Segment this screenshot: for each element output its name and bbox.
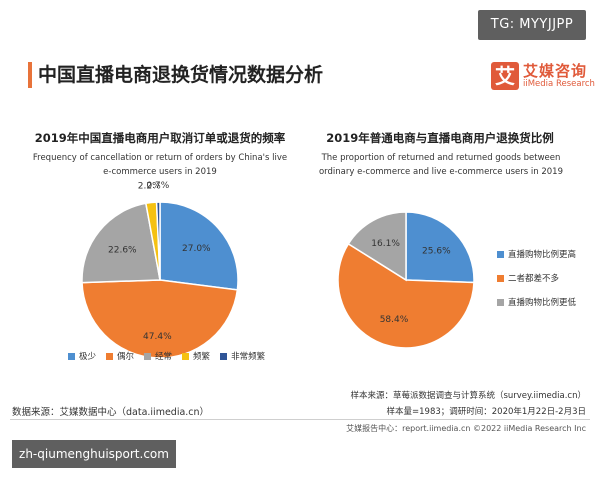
footer-divider [10,419,590,420]
chart1-slice-1 [81,279,239,359]
legend-swatch-icon [68,352,75,360]
report-footer: 艾媒报告中心：report.iimedia.cn ©2022 iiMedia R… [346,424,586,433]
chart1-legend-item: 频繁 [182,350,210,362]
chart2-legend-item: 直播购物比例更低 [497,296,576,308]
legend-label: 极少 [79,352,97,362]
chart1-label-0: 27.0% [182,244,211,254]
sample-source: 样本来源：草莓派数据调查与计算系统（survey.iimedia.cn） [350,391,586,401]
chart1-slice-0 [159,201,239,291]
chart1-slice-2 [81,202,161,284]
chart1-legend-item: 经常 [144,350,172,362]
chart1-label-2: 22.6% [108,246,137,256]
page-title: 中国直播电商退换货情况数据分析 [38,64,324,86]
legend-swatch-icon [497,298,504,306]
chart1-legend-item: 极少 [68,350,96,362]
chart2-slice-2 [347,211,407,282]
legend-swatch-icon [182,352,190,360]
chart2-legend-item: 直播购物比例更高 [497,248,576,260]
watermark-tag: TG: MYYJJPP [478,10,586,40]
title-accent-bar [28,62,32,88]
legend-label: 频繁 [193,352,211,362]
chart2-label-2: 16.1% [371,239,400,249]
legend-label: 非常频繁 [231,352,266,362]
legend-label: 直播购物比例更低 [508,298,577,308]
chart2-legend-item: 二者都差不多 [497,272,576,284]
legend-swatch-icon [220,352,228,360]
chart2-pie: 25.6% 58.4% 16.1% [337,211,475,349]
chart1-subtitle: Frequency of cancellation or return of o… [32,153,288,177]
legend-swatch-icon [497,250,504,258]
chart1-title: 2019年中国直播电商用户取消订单或退货的频率 [34,131,286,145]
chart1-pie: 27.0% 47.4% 22.6% 2.2%0.7% [81,181,239,359]
chart2-label-0: 25.6% [422,247,451,257]
legend-label: 偶尔 [117,352,135,362]
brand-name-cn: 艾媒咨询 [523,62,588,80]
chart1-label-4: 0.7% [146,181,169,191]
chart1-label-1: 47.4% [143,332,172,342]
chart1-legend-item: 非常频繁 [220,350,265,362]
chart2-title: 2019年普通电商与直播电商用户退换货比例 [326,131,554,145]
legend-label: 直播购物比例更高 [508,250,577,260]
chart1-legend: 极少 偶尔 经常 频繁 非常频繁 [68,350,288,362]
chart1-slice-4 [155,201,161,281]
chart2-slice-1 [337,242,475,349]
legend-swatch-icon [497,274,504,282]
chart2-legend: 直播购物比例更高 二者都差不多直播购物比例更低 [497,248,576,308]
chart2-label-1: 58.4% [380,315,409,325]
brand-logo-icon: 艾 [491,62,519,90]
brand-name-en: iiMedia Research [523,79,595,89]
chart2-slice-0 [405,211,475,284]
chart2-subtitle: The proportion of returned and returned … [318,153,563,177]
chart1-legend-item: 偶尔 [106,350,134,362]
sample-size: 样本量=1983；调研时间：2020年1月22日-2月3日 [386,407,587,417]
legend-label: 经常 [155,352,173,362]
chart1-label-3: 2.2% [138,181,161,191]
legend-swatch-icon [144,352,152,360]
data-source: 数据来源：艾媒数据中心（data.iimedia.cn） [12,407,210,418]
site-tag: zh-qiumenghuisport.com [12,440,176,468]
legend-swatch-icon [106,352,114,360]
legend-label: 二者都差不多 [508,274,560,284]
